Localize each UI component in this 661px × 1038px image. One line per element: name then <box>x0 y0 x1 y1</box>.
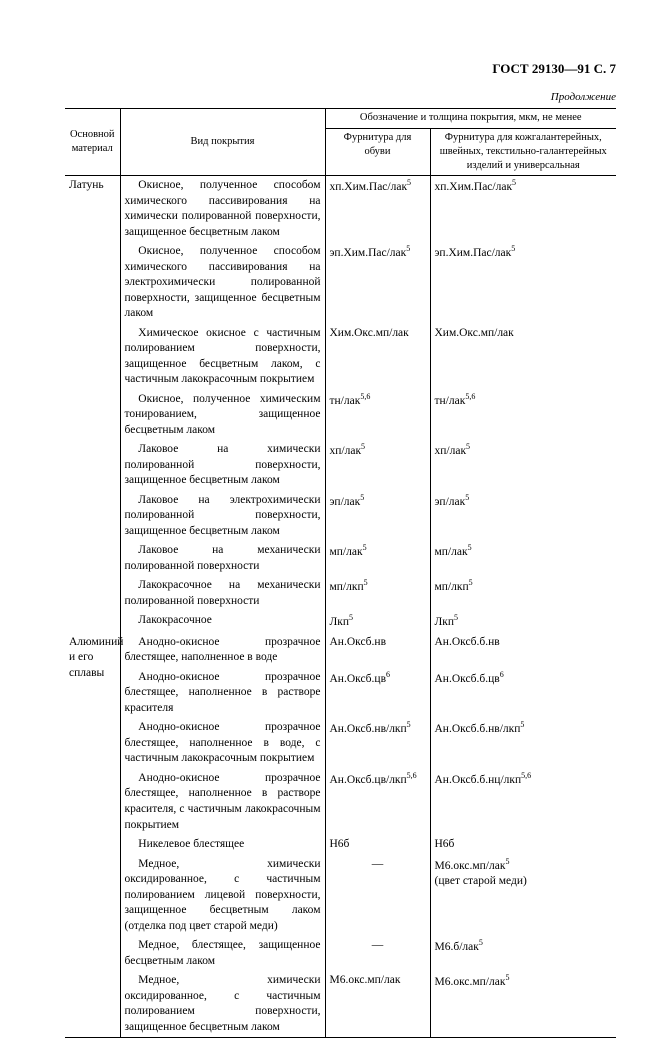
th-col3: Фурнитура для обуви <box>325 128 430 176</box>
material-cell: Алюминий и его сплавы <box>65 633 120 1038</box>
value-cell: тн/лак5,6 <box>430 390 616 441</box>
value-cell: — <box>325 855 430 937</box>
value-cell: Ан.Оксб.б.нв/лкп5 <box>430 718 616 769</box>
coating-cell: Лаковое на механически полированной пове… <box>120 541 325 576</box>
value-cell: Хим.Окс.мп/лак <box>325 324 430 390</box>
value-cell: Ан.Оксб.цв/лкп5,6 <box>325 769 430 835</box>
page: ГОСТ 29130—91 С. 7 Продолжение Основной … <box>0 0 661 936</box>
value-cell: хп.Хим.Пас/лак5 <box>430 176 616 243</box>
coating-cell: Медное, блестящее, защищенное бесцветным… <box>120 936 325 971</box>
value-cell: — <box>325 936 430 971</box>
value-cell: Н6б <box>325 835 430 855</box>
material-cell: Латунь <box>65 176 120 633</box>
coating-table: Основной материал Вид покрытия Обозначен… <box>65 108 616 1038</box>
coating-cell: Медное, химически оксидированное, с част… <box>120 971 325 1038</box>
coating-cell: Анодно-окисное прозрачное блестящее, нап… <box>120 633 325 668</box>
coating-cell: Химическое окисное с частичным полирован… <box>120 324 325 390</box>
coating-cell: Лакокрасочное <box>120 611 325 632</box>
value-cell: эп/лак5 <box>325 491 430 542</box>
value-cell: эп.Хим.Пас/лак5 <box>325 242 430 324</box>
coating-cell: Анодно-окисное прозрачное блестящее, нап… <box>120 668 325 719</box>
coating-cell: Окисное, полученное способом химического… <box>120 176 325 243</box>
value-cell: Ан.Оксб.цв6 <box>325 668 430 719</box>
value-cell: Ан.Оксб.б.нц/лкп5,6 <box>430 769 616 835</box>
value-cell: мп/лкп5 <box>430 576 616 611</box>
coating-cell: Лакокрасочное на механически полированно… <box>120 576 325 611</box>
document-id: ГОСТ 29130—91 С. 7 <box>65 60 616 78</box>
value-cell: мп/лкп5 <box>325 576 430 611</box>
value-cell: Ан.Оксб.нв/лкп5 <box>325 718 430 769</box>
coating-cell: Лаковое на химически полированной поверх… <box>120 440 325 491</box>
value-cell: мп/лак5 <box>325 541 430 576</box>
continuation-label: Продолжение <box>65 90 616 105</box>
value-cell: хп/лак5 <box>430 440 616 491</box>
value-cell: эп/лак5 <box>430 491 616 542</box>
coating-cell: Окисное, полученное химическим тонирован… <box>120 390 325 441</box>
coating-cell: Лаковое на электрохимически полированной… <box>120 491 325 542</box>
value-cell: Лкп5 <box>430 611 616 632</box>
th-col4: Фурнитура для кожгалантерейных, швейных,… <box>430 128 616 176</box>
value-cell: тн/лак5,6 <box>325 390 430 441</box>
value-cell: Хим.Окс.мп/лак <box>430 324 616 390</box>
value-cell: Ан.Оксб.б.цв6 <box>430 668 616 719</box>
th-span-title: Обозначение и толщина покрытия, мкм, не … <box>325 109 616 128</box>
coating-cell: Окисное, полученное способом химического… <box>120 242 325 324</box>
value-cell: хп/лак5 <box>325 440 430 491</box>
value-cell: мп/лак5 <box>430 541 616 576</box>
value-cell: Ан.Оксб.нв <box>325 633 430 668</box>
value-cell: эп.Хим.Пас/лак5 <box>430 242 616 324</box>
value-cell: М6.окс.мп/лак5(цвет старой меди) <box>430 855 616 937</box>
value-cell: Лкп5 <box>325 611 430 632</box>
value-cell: Н6б <box>430 835 616 855</box>
value-cell: М6.окс.мп/лак5 <box>430 971 616 1038</box>
value-cell: Ан.Оксб.б.нв <box>430 633 616 668</box>
coating-cell: Медное, химически оксидированное, с част… <box>120 855 325 937</box>
th-material: Основной материал <box>65 109 120 176</box>
value-cell: М6.окс.мп/лак <box>325 971 430 1038</box>
coating-cell: Анодно-окисное прозрачное блестящее, нап… <box>120 718 325 769</box>
coating-cell: Никелевое блестящее <box>120 835 325 855</box>
th-coating: Вид покрытия <box>120 109 325 176</box>
value-cell: хп.Хим.Пас/лак5 <box>325 176 430 243</box>
coating-cell: Анодно-окисное прозрачное блестящее, нап… <box>120 769 325 835</box>
value-cell: М6.б/лак5 <box>430 936 616 971</box>
